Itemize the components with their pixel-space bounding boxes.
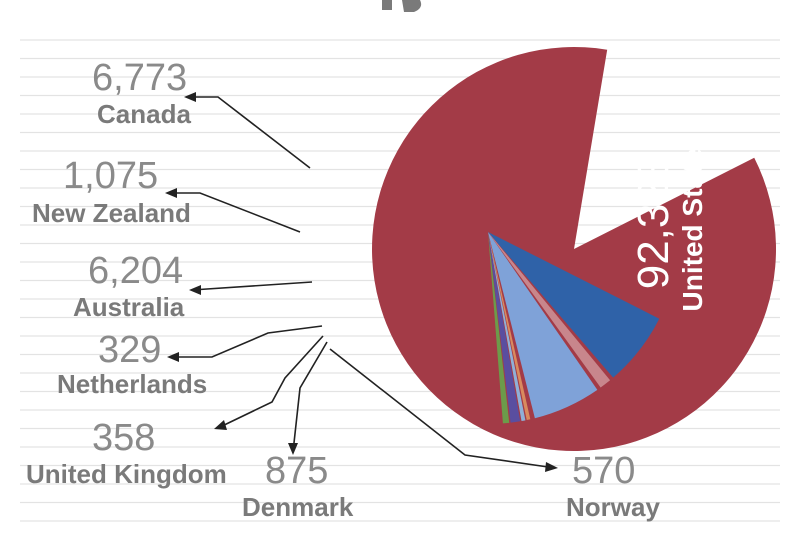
arrowhead-denmark [288,443,298,455]
country-label-united-states: United States [677,133,708,312]
leader-denmark [292,341,328,453]
value-label-united-kingdom: 358 [92,417,155,459]
leader-canada [187,96,311,169]
value-label-australia: 6,204 [88,250,183,292]
value-label-denmark: 875 [265,450,328,492]
value-label-canada: 6,773 [92,57,187,99]
value-label-new-zealand: 1,075 [63,155,158,197]
country-label-netherlands: Netherlands [57,369,207,399]
leader-netherlands [170,325,323,358]
leader-united-kingdom [217,335,324,429]
country-label-new-zealand: New Zealand [32,198,191,228]
slice-australia [488,232,598,419]
us-label-group: 92,323 United States [629,133,708,312]
pie-slices [372,47,777,452]
slice-denmark [488,232,521,423]
country-label-united-kingdom: United Kingdom [26,459,227,489]
country-label-denmark: Denmark [242,492,354,522]
arrowhead-united-kingdom [214,420,227,430]
slice-norway [488,232,510,424]
arrowhead-australia [189,285,201,295]
slice-united-kingdom [488,232,526,422]
slice-netherlands [488,232,531,421]
country-label-norway: Norway [566,492,660,522]
leader-australia [191,281,313,291]
value-label-norway: 570 [572,450,635,492]
country-label-canada: Canada [97,99,191,129]
leader-arrowheads [165,92,558,472]
arrowhead-canada [184,92,196,102]
leader-norway [329,348,556,469]
slice-canada [488,232,660,378]
country-label-australia: Australia [73,292,185,322]
leader-lines [168,96,556,469]
arrowhead-netherlands [167,352,179,362]
title-fragment [382,0,422,12]
arrowhead-new-zealand [165,188,177,198]
slice-new-zealand [488,232,611,388]
value-label-netherlands: 329 [98,329,161,371]
arrowhead-norway [545,462,558,472]
leader-new-zealand [168,192,301,233]
value-label-united-states: 92,323 [629,155,678,290]
slice-united-states [372,47,777,452]
